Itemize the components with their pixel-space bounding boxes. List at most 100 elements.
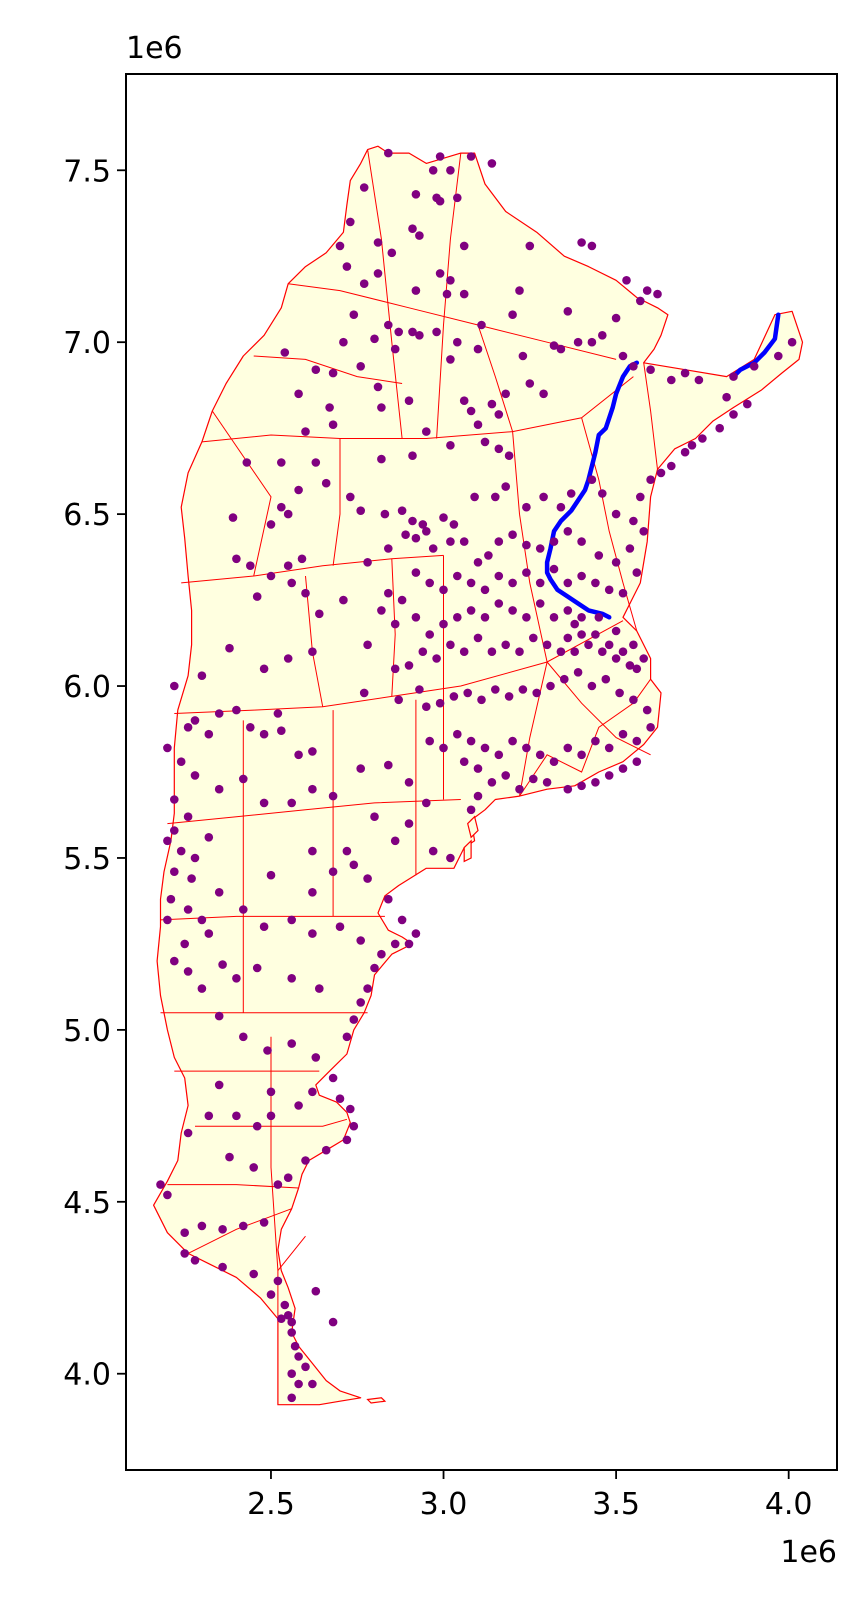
- y-tick-label: 6.0: [63, 670, 111, 705]
- city-point: [277, 1314, 286, 1323]
- city-point: [535, 544, 545, 553]
- city-point: [328, 791, 338, 801]
- city-point: [408, 451, 417, 461]
- y-tick-label: 4.5: [63, 1186, 111, 1221]
- river-line: [544, 312, 781, 620]
- city-point: [183, 723, 193, 732]
- city-point: [349, 860, 359, 870]
- city-point: [349, 310, 359, 320]
- city-point: [656, 468, 666, 478]
- city-point: [522, 568, 531, 577]
- city-point: [629, 516, 638, 526]
- city-point: [411, 929, 421, 938]
- city-point: [359, 688, 369, 698]
- city-point: [549, 613, 559, 622]
- city-point: [504, 451, 514, 461]
- city-point: [508, 736, 517, 746]
- city-point: [349, 1121, 359, 1131]
- city-point: [301, 427, 310, 436]
- city-point: [156, 1180, 165, 1189]
- city-point: [287, 1039, 297, 1048]
- city-point: [370, 812, 379, 821]
- city-point: [370, 334, 379, 344]
- city-point: [774, 351, 783, 361]
- city-point: [611, 313, 621, 323]
- admin-boundary: [181, 554, 444, 584]
- city-point: [473, 344, 483, 354]
- city-point: [266, 1111, 276, 1121]
- city-point: [166, 894, 176, 904]
- city-point: [428, 166, 438, 175]
- admin-boundary: [270, 1036, 279, 1271]
- y-tick-label: 4.0: [63, 1358, 111, 1393]
- city-point: [232, 974, 241, 983]
- city-point: [411, 533, 421, 543]
- city-point: [301, 1362, 310, 1372]
- city-point: [301, 1156, 310, 1165]
- city-point: [287, 1317, 297, 1327]
- city-point: [277, 726, 286, 735]
- city-point: [418, 520, 428, 529]
- city-point: [487, 399, 497, 409]
- city-point: [249, 1269, 258, 1279]
- city-point: [266, 870, 276, 880]
- city-point: [618, 647, 628, 656]
- city-point: [508, 578, 517, 588]
- city-point: [176, 846, 186, 856]
- city-point: [453, 729, 462, 739]
- city-point: [442, 289, 452, 299]
- city-point: [549, 341, 559, 350]
- city-point: [446, 276, 455, 285]
- city-point: [287, 1393, 297, 1403]
- city-point: [163, 915, 172, 925]
- city-point: [480, 613, 490, 622]
- city-point: [667, 461, 676, 471]
- city-point: [501, 771, 511, 780]
- city-point: [349, 1015, 359, 1024]
- city-point: [577, 613, 586, 622]
- city-point: [453, 613, 462, 622]
- city-point: [439, 513, 448, 522]
- city-point: [259, 798, 269, 808]
- city-point: [535, 599, 545, 608]
- city-point: [214, 1080, 224, 1090]
- axes-frame: [125, 73, 838, 1471]
- city-point: [277, 458, 286, 467]
- city-point: [335, 241, 345, 251]
- city-point: [687, 441, 697, 450]
- city-point: [535, 750, 545, 760]
- x-tick-label: 3.0: [420, 1487, 468, 1522]
- city-point: [408, 327, 417, 337]
- city-point: [525, 241, 535, 251]
- island-polygon: [467, 815, 479, 839]
- city-point: [446, 640, 455, 650]
- city-point: [342, 1135, 352, 1145]
- city-point: [252, 592, 262, 601]
- city-point: [239, 774, 248, 784]
- city-point: [225, 643, 234, 653]
- city-point: [415, 331, 424, 340]
- city-point: [504, 692, 514, 701]
- city-point: [646, 365, 655, 375]
- city-point: [449, 520, 459, 529]
- city-point: [642, 286, 652, 295]
- city-point: [249, 1163, 258, 1172]
- city-point: [622, 276, 631, 285]
- city-point: [611, 626, 621, 636]
- admin-boundary: [211, 410, 272, 577]
- city-point: [591, 736, 600, 746]
- admin-boundary: [477, 324, 514, 432]
- city-point: [556, 647, 566, 656]
- city-point: [577, 238, 586, 247]
- city-point: [539, 492, 548, 502]
- y-tick-label: 7.5: [63, 154, 111, 189]
- city-point: [508, 606, 517, 615]
- city-point: [494, 571, 504, 581]
- city-point: [466, 578, 476, 588]
- city-point: [594, 613, 604, 622]
- city-point: [646, 475, 655, 485]
- city-point: [453, 337, 462, 347]
- city-point: [549, 564, 559, 574]
- city-point: [573, 337, 583, 347]
- city-point: [473, 420, 483, 430]
